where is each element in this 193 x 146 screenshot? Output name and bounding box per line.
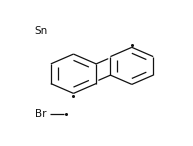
Text: Sn: Sn bbox=[35, 26, 48, 36]
Text: Br: Br bbox=[35, 109, 46, 119]
